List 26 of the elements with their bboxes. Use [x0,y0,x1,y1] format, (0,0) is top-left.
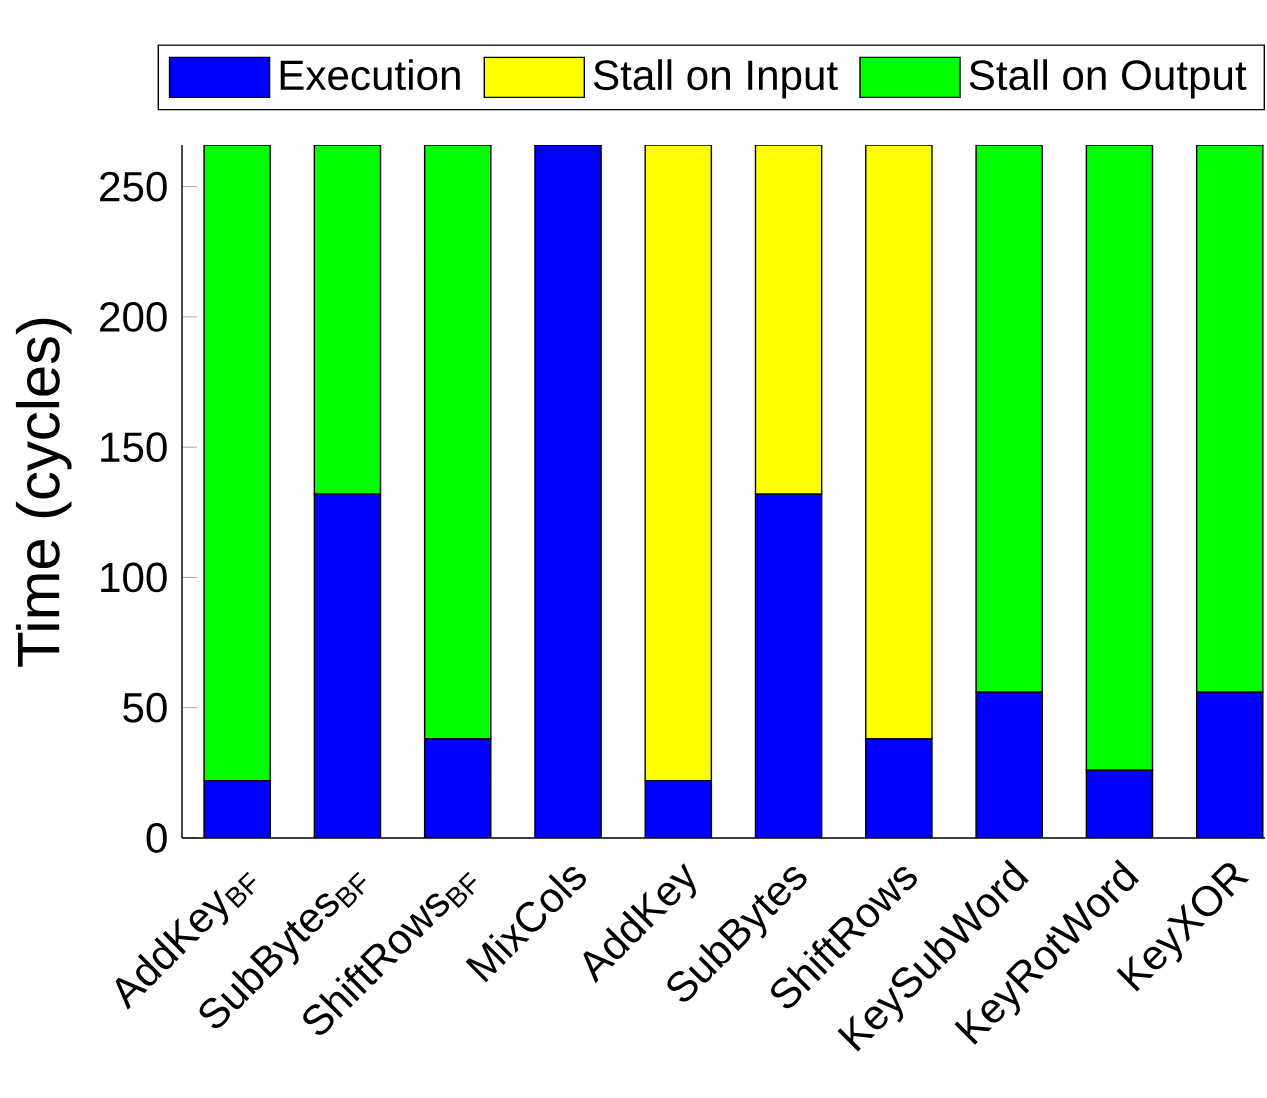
bar [645,780,712,838]
y-tick-label: 0 [146,823,167,853]
y-tick-label: 100 [101,562,167,593]
bar [865,738,932,838]
bar [203,144,271,782]
bar [313,144,382,495]
bar [755,494,822,838]
y-tick-label: 250 [100,171,167,202]
y-tick-label: 150 [101,432,167,463]
bar [1085,144,1154,771]
legend-label: Stall on Output [969,59,1247,99]
y-axis-title: Time (cycles) [15,318,72,667]
bar [423,144,492,740]
bar [314,494,381,838]
bar [424,738,491,838]
bar [975,144,1043,693]
bar [534,144,602,838]
bar [1195,144,1264,693]
bar [1086,770,1153,838]
bar [204,780,271,838]
y-tick-label: 200 [100,302,167,332]
legend-label: Execution [280,59,460,91]
bar [976,692,1043,838]
y-tick-label: 50 [123,692,167,723]
bar [1195,691,1264,838]
legend-label: Stall on Input [593,59,838,99]
